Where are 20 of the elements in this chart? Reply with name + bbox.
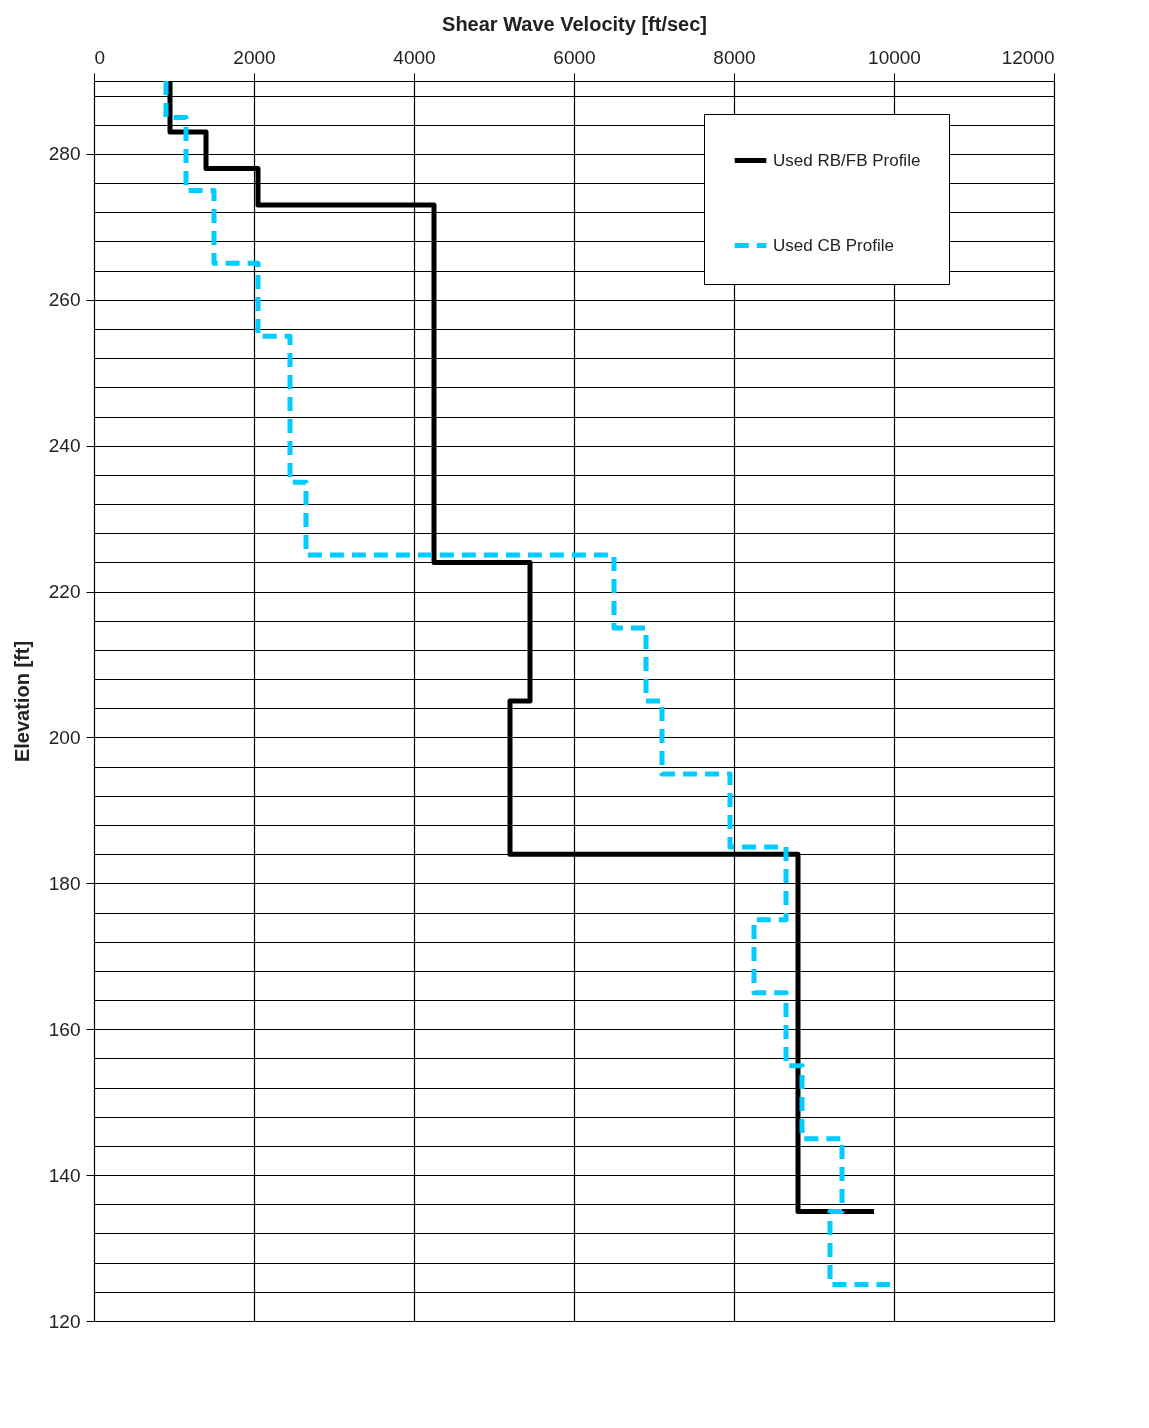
- y-tick-label: 180: [48, 872, 81, 894]
- legend-label: Used CB Profile: [773, 235, 894, 255]
- x-tick-label: 10000: [868, 46, 921, 68]
- x-tick-label: 12000: [1001, 46, 1055, 68]
- y-tick-label: 240: [48, 435, 81, 457]
- y-tick-label: 260: [48, 289, 81, 311]
- x-tick-label: 2000: [233, 46, 276, 68]
- y-tick-label: 220: [48, 581, 81, 603]
- legend-label: Used RB/FB Profile: [773, 150, 921, 170]
- y-tick-label: 200: [48, 726, 81, 748]
- y-tick-label: 160: [48, 1018, 81, 1040]
- x-tick-label: 6000: [553, 46, 596, 68]
- y-tick-label: 280: [48, 143, 81, 165]
- y-axis-title: Elevation [ft]: [10, 640, 33, 763]
- y-tick-label: 140: [48, 1164, 81, 1186]
- x-axis-title: Shear Wave Velocity [ft/sec]: [442, 12, 707, 35]
- y-tick-label: 120: [48, 1310, 81, 1332]
- x-tick-label: 8000: [713, 46, 756, 68]
- x-tick-label: 0: [94, 46, 106, 68]
- x-tick-label: 4000: [393, 46, 436, 68]
